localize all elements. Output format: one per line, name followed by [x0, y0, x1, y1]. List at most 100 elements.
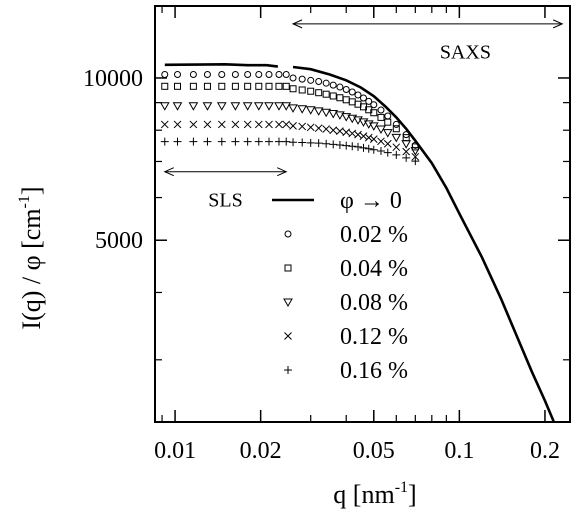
data-point	[377, 113, 385, 121]
data-point	[329, 81, 337, 89]
legend: φ → 0 0.02 % 0.04 % 0.08 % 0.12 % 0.16 %	[272, 188, 408, 384]
data-point	[174, 70, 182, 78]
data-point	[348, 88, 356, 96]
data-point	[359, 143, 368, 152]
plot-border	[154, 5, 571, 423]
data-point	[203, 70, 211, 78]
data-point	[218, 82, 226, 90]
arrow-head-left	[291, 19, 303, 29]
series-layer	[159, 62, 556, 423]
series-1	[161, 70, 419, 149]
data-point	[307, 87, 315, 95]
data-point	[365, 97, 373, 105]
data-point	[189, 70, 197, 78]
series-line-segment	[292, 65, 556, 423]
data-point	[313, 107, 324, 116]
data-point	[305, 106, 316, 115]
data-point	[288, 104, 298, 113]
data-point	[289, 138, 298, 147]
data-point	[384, 112, 392, 120]
data-point	[243, 120, 252, 129]
data-point	[383, 148, 392, 157]
data-point	[253, 102, 264, 111]
data-point	[376, 147, 385, 156]
data-point	[410, 147, 421, 156]
data-point	[328, 110, 339, 119]
data-point	[354, 91, 362, 99]
arrow-head-left	[163, 167, 174, 177]
data-point	[254, 137, 263, 146]
data-point	[274, 137, 283, 146]
data-point	[275, 70, 283, 78]
data-point	[298, 138, 307, 147]
data-point	[370, 101, 378, 109]
data-point	[341, 113, 352, 122]
annotation-arrow-sls	[163, 167, 288, 177]
data-point	[298, 86, 306, 94]
data-point	[306, 123, 315, 132]
legend-swatch	[284, 332, 292, 340]
data-point	[314, 124, 323, 133]
data-point	[188, 102, 199, 111]
data-point	[307, 76, 315, 84]
data-point	[265, 120, 273, 129]
arrow-head-right	[277, 167, 288, 177]
series-2	[161, 82, 419, 151]
data-point	[275, 82, 283, 90]
data-point	[377, 137, 385, 146]
data-point	[383, 139, 392, 148]
data-point	[282, 120, 291, 129]
data-point	[322, 90, 330, 98]
data-point	[231, 120, 240, 129]
x-tick-label: 0.1	[444, 438, 474, 464]
data-point	[281, 102, 292, 111]
data-point	[172, 102, 183, 111]
data-point	[282, 137, 291, 146]
data-point	[322, 79, 330, 87]
data-point	[392, 125, 400, 133]
data-point	[376, 125, 386, 135]
legend-swatch	[284, 264, 292, 272]
data-point	[364, 144, 373, 153]
arrow-head-right	[552, 19, 564, 29]
x-tick-label: 0.05	[353, 438, 395, 464]
data-point	[255, 82, 263, 90]
data-point	[289, 74, 297, 82]
data-point	[231, 70, 239, 78]
data-point	[160, 120, 169, 129]
legend-swatch	[283, 298, 293, 308]
data-point	[244, 70, 252, 78]
data-point	[401, 140, 412, 149]
series-line-segment	[164, 62, 279, 68]
x-tick-label: 0.02	[240, 438, 282, 464]
data-point	[264, 102, 274, 111]
data-point	[161, 70, 169, 78]
data-point	[282, 70, 290, 78]
data-point	[298, 122, 307, 131]
data-point	[189, 120, 198, 129]
plot-frame	[154, 5, 571, 423]
data-point	[359, 94, 367, 102]
data-point	[203, 137, 212, 146]
data-point	[203, 82, 211, 90]
data-point	[391, 133, 402, 143]
legend-row-2: 0.04 %	[284, 256, 408, 282]
data-point	[392, 143, 401, 152]
data-point	[282, 82, 290, 90]
data-point	[231, 82, 239, 90]
data-point	[336, 83, 344, 91]
data-point	[306, 138, 315, 147]
data-point	[336, 127, 344, 135]
data-point	[392, 150, 401, 159]
annotation-label-saxs: SAXS	[440, 41, 491, 63]
data-point	[347, 114, 358, 124]
data-point	[348, 98, 356, 106]
data-point	[335, 111, 345, 120]
data-point	[159, 102, 170, 111]
data-point	[254, 120, 263, 129]
data-point	[297, 105, 308, 114]
data-point	[298, 75, 306, 83]
data-point	[189, 137, 198, 146]
legend-swatch	[284, 230, 292, 238]
